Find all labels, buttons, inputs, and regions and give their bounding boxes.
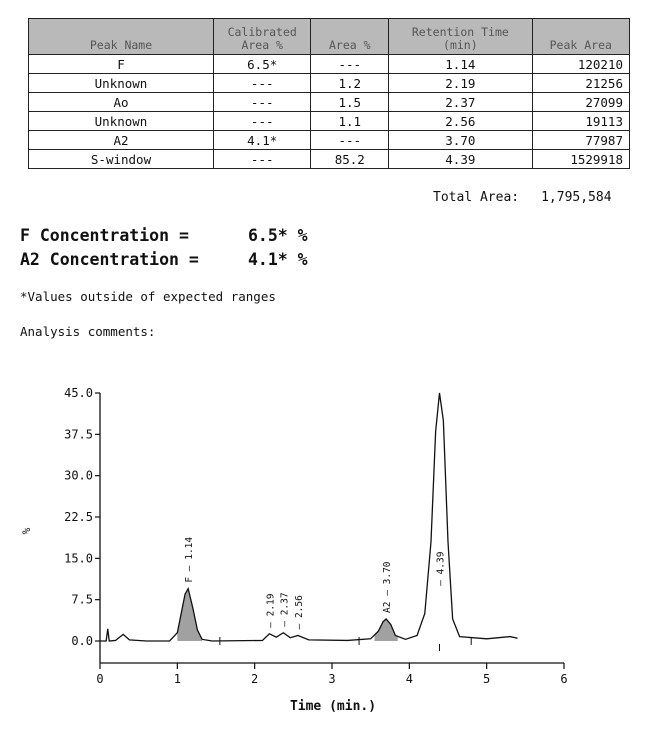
cell-area-percent: 1.2	[310, 73, 390, 93]
y-tick-label: 37.5	[64, 427, 93, 441]
y-tick-label: 30.0	[64, 469, 93, 483]
cell-area-percent: 1.5	[310, 92, 390, 112]
peak-label: — 2.56	[294, 595, 305, 630]
peak-shading	[177, 588, 398, 641]
x-tick-label: 1	[174, 672, 181, 686]
y-tick-label: 22.5	[64, 510, 93, 524]
footnote: *Values outside of expected ranges	[20, 289, 276, 304]
x-tick-label: 2	[251, 672, 258, 686]
f-concentration-value: 6.5* %	[248, 226, 308, 245]
cell-retention-time: 4.39	[388, 149, 533, 169]
peak-label: A2 — 3.70	[382, 561, 393, 613]
peak-labels: F — 1.14 — 2.19— 2.37 — 2.56 A2 — 3.70 — 4.3…	[184, 537, 472, 651]
y-tick-label: 0.0	[71, 634, 93, 648]
header-calibrated-area: Calibrated Area %	[212, 18, 312, 55]
cell-peak-name: F	[28, 54, 214, 74]
a2-concentration: A2 Concentration = 4.1* %	[20, 250, 308, 269]
cell-calibrated-area: ---	[212, 111, 312, 131]
total-area: Total Area: 1,795,584	[433, 190, 612, 205]
header-peak-name: Peak Name	[28, 18, 214, 55]
a2-concentration-label: A2 Concentration =	[20, 250, 199, 269]
cell-peak-area: 120210	[531, 54, 631, 74]
x-tick-label: 3	[328, 672, 335, 686]
cell-peak-name: Unknown	[28, 73, 214, 93]
header-area-percent: Area %	[310, 18, 390, 55]
cell-calibrated-area: ---	[212, 73, 312, 93]
cell-area-percent: 1.1	[310, 111, 390, 131]
table-row: F 6.5* --- 1.14 120210	[28, 54, 631, 74]
x-tick-label: 4	[406, 672, 413, 686]
cell-area-percent: 85.2	[310, 149, 390, 169]
cell-area-percent: ---	[310, 130, 390, 150]
peak-label: — 2.19	[265, 593, 276, 628]
cell-retention-time: 2.56	[388, 111, 533, 131]
header-peak-area: Peak Area	[531, 18, 631, 55]
chart-axes: 0.0 7.5 15.0 22.5 30.0 37.5 45.0 0 1 2 3 4 5 6	[64, 386, 568, 686]
cell-area-percent: ---	[310, 54, 390, 74]
cell-calibrated-area: ---	[212, 149, 312, 169]
cell-peak-area: 1529918	[531, 149, 631, 169]
cell-retention-time: 1.14	[388, 54, 533, 74]
x-tick-label: 5	[483, 672, 490, 686]
total-area-value: 1,795,584	[541, 190, 612, 205]
cell-peak-name: A2	[28, 130, 214, 150]
y-tick-label: 7.5	[71, 593, 93, 607]
cell-calibrated-area: 4.1*	[212, 130, 312, 150]
cell-peak-name: Ao	[28, 92, 214, 112]
y-tick-label: 15.0	[64, 551, 93, 565]
table-row: A2 4.1* --- 3.70 77987	[28, 130, 631, 150]
cell-peak-name: Unknown	[28, 111, 214, 131]
cell-peak-area: 77987	[531, 130, 631, 150]
cell-peak-area: 21256	[531, 73, 631, 93]
table-row: Unknown --- 1.1 2.56 19113	[28, 111, 631, 131]
cell-retention-time: 3.70	[388, 130, 533, 150]
table-row: Ao --- 1.5 2.37 27099	[28, 92, 631, 112]
table-row: Unknown --- 1.2 2.19 21256	[28, 73, 631, 93]
cell-calibrated-area: ---	[212, 92, 312, 112]
peak-area-fill	[177, 588, 203, 641]
results-table: Peak Name Calibrated Area % Area % Reten…	[28, 18, 631, 169]
y-tick-label: 45.0	[64, 386, 93, 400]
f-concentration-label: F Concentration =	[20, 226, 189, 245]
peak-label: F — 1.14	[184, 537, 195, 583]
a2-concentration-value: 4.1* %	[248, 250, 308, 269]
x-axis-label: Time (min.)	[290, 699, 376, 714]
x-tick-label: 0	[96, 672, 103, 686]
cell-retention-time: 2.19	[388, 73, 533, 93]
cell-retention-time: 2.37	[388, 92, 533, 112]
total-area-label: Total Area:	[433, 190, 520, 205]
peak-label: — 2.37	[279, 592, 290, 626]
peak-area-fill	[374, 618, 398, 641]
chromatogram-trace	[100, 392, 518, 642]
cell-peak-area: 27099	[531, 92, 631, 112]
x-tick-label: 6	[560, 672, 567, 686]
y-axis-label: %	[20, 527, 33, 534]
analysis-comments-label: Analysis comments:	[20, 324, 156, 339]
cell-calibrated-area: 6.5*	[212, 54, 312, 74]
chromatogram-chart: 0.0 7.5 15.0 22.5 30.0 37.5 45.0 0 1 2 3 4 5 6 F — 1.…	[20, 386, 568, 714]
f-concentration: F Concentration = 6.5* %	[20, 226, 308, 245]
header-retention-time: Retention Time (min)	[388, 18, 533, 55]
cell-peak-name: S-window	[28, 149, 214, 169]
peak-label: — 4.39	[435, 551, 446, 586]
table-row: S-window --- 85.2 4.39 1529918	[28, 149, 631, 169]
cell-peak-area: 19113	[531, 111, 631, 131]
table-header-row: Peak Name Calibrated Area % Area % Reten…	[28, 18, 631, 55]
